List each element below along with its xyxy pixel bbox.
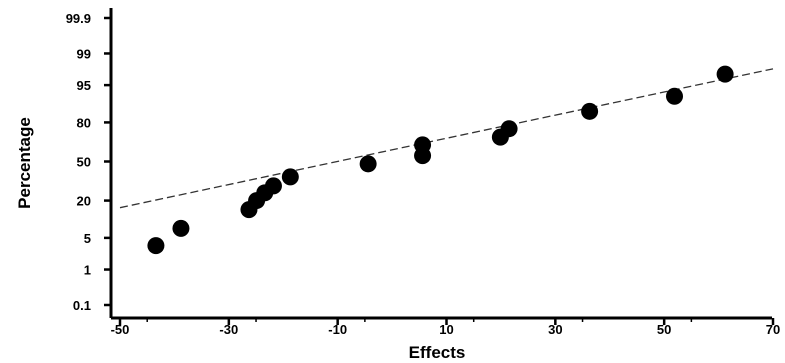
data-point [581, 102, 599, 120]
reference-line-layer [119, 68, 774, 209]
reference-line [119, 68, 774, 209]
x-tick-label: 50 [657, 322, 671, 337]
y-tick-label: 0.1 [73, 298, 91, 313]
x-tick-label: 70 [766, 322, 780, 337]
data-point [264, 177, 282, 195]
x-tick-label: -30 [219, 322, 238, 337]
y-tick-label: 50 [77, 155, 91, 170]
data-point [281, 168, 299, 186]
y-tick-label: 80 [77, 115, 91, 130]
data-point [359, 155, 377, 173]
x-tick-label: -50 [111, 322, 130, 337]
x-tick-label: 30 [548, 322, 562, 337]
data-point [147, 237, 165, 255]
data-point [666, 87, 684, 105]
x-tick-label: 10 [439, 322, 453, 337]
data-point [172, 219, 190, 237]
y-tick-label: 20 [77, 194, 91, 209]
x-axis-title: Effects [409, 343, 466, 362]
x-tick-label: -10 [328, 322, 347, 337]
data-point [500, 120, 518, 138]
y-tick-label: 95 [77, 78, 91, 93]
x-axis-ticks: -50 -30 -10 10 30 50 70 [111, 318, 780, 337]
data-points [147, 65, 734, 255]
data-point [414, 136, 432, 154]
y-axis-title: Percentage [15, 117, 34, 209]
y-axis-ticks: 0.1 1 5 20 50 80 95 99 99.9 [66, 11, 111, 313]
axes [109, 8, 772, 320]
y-tick-label: 1 [84, 263, 91, 278]
y-tick-label: 99.9 [66, 11, 91, 26]
y-tick-label: 99 [77, 46, 91, 61]
data-point [716, 65, 734, 83]
y-tick-label: 5 [84, 231, 91, 246]
